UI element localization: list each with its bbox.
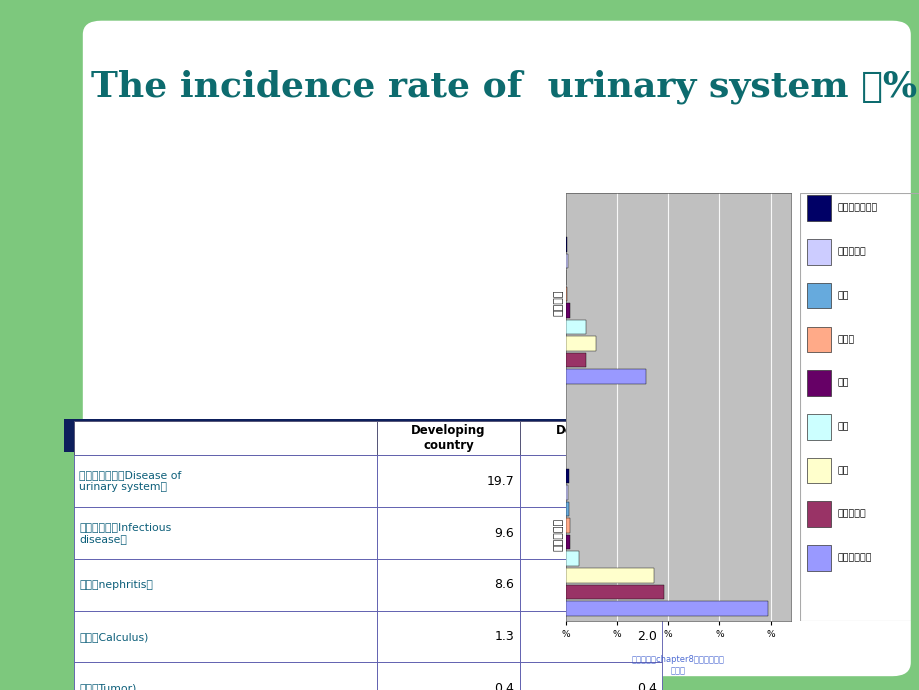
Bar xyxy=(74,662,377,690)
Bar xyxy=(377,662,519,690)
Bar xyxy=(565,254,567,268)
Bar xyxy=(519,421,662,455)
Text: 2.0: 2.0 xyxy=(636,526,656,540)
Text: 结石（Calculus): 结石（Calculus) xyxy=(79,631,148,642)
Bar xyxy=(565,535,569,549)
Bar xyxy=(519,559,662,611)
Bar xyxy=(565,551,578,566)
Text: 0.4: 0.4 xyxy=(636,682,656,690)
Bar xyxy=(565,369,645,384)
Text: 泌尿系感染（Infectious
disease）: 泌尿系感染（Infectious disease） xyxy=(79,522,171,544)
Bar xyxy=(565,485,567,500)
Text: 肿瘤（Tumor): 肿瘤（Tumor) xyxy=(79,683,136,690)
Text: 19.7: 19.7 xyxy=(486,475,514,488)
Bar xyxy=(377,507,519,559)
Text: 糖尿病肾病: 糖尿病肾病 xyxy=(837,248,866,257)
Text: 2.0: 2.0 xyxy=(636,630,656,643)
Bar xyxy=(806,502,830,527)
Text: 2.9: 2.9 xyxy=(637,578,656,591)
Text: 泌尿系统疾病（Disease of
urinary system）: 泌尿系统疾病（Disease of urinary system） xyxy=(79,471,181,492)
Bar xyxy=(565,518,569,533)
Bar xyxy=(565,287,566,302)
Bar xyxy=(565,469,568,483)
Text: 1.3: 1.3 xyxy=(494,630,514,643)
Bar xyxy=(377,611,519,662)
Bar xyxy=(377,559,519,611)
Text: 泌尿系感染: 泌尿系感染 xyxy=(837,510,866,519)
Bar xyxy=(519,455,662,507)
Bar xyxy=(806,283,830,308)
Bar xyxy=(377,421,519,455)
Text: 9.6: 9.6 xyxy=(494,526,514,540)
Text: 0.4: 0.4 xyxy=(494,682,514,690)
Bar xyxy=(565,353,585,368)
Text: 8.6: 8.6 xyxy=(494,578,514,591)
Bar xyxy=(565,568,653,582)
Bar xyxy=(565,502,568,516)
Bar xyxy=(74,559,377,611)
Text: Developed
country: Developed country xyxy=(555,424,626,452)
Bar xyxy=(806,239,830,265)
Bar xyxy=(565,336,595,351)
Text: 结核: 结核 xyxy=(837,291,848,300)
Bar xyxy=(74,507,377,559)
Text: 肿瘤: 肿瘤 xyxy=(837,379,848,388)
Text: Developing
country: Developing country xyxy=(411,424,485,452)
Bar xyxy=(806,457,830,484)
Text: 肾炎: 肾炎 xyxy=(837,466,848,475)
Bar xyxy=(806,545,830,571)
Text: 泌尿系统疾病: 泌尿系统疾病 xyxy=(837,553,871,562)
Bar xyxy=(565,584,664,599)
Bar xyxy=(565,601,766,615)
Text: 生理学英文chapter8尿的生成和排
出课件: 生理学英文chapter8尿的生成和排 出课件 xyxy=(631,656,724,675)
Bar xyxy=(806,195,830,221)
Bar xyxy=(74,421,377,455)
Text: 肾炎（nephritis）: 肾炎（nephritis） xyxy=(79,580,153,590)
Bar xyxy=(806,326,830,352)
Text: 7.8: 7.8 xyxy=(636,475,656,488)
Bar xyxy=(64,419,726,452)
Bar xyxy=(74,455,377,507)
Bar xyxy=(565,319,585,335)
Bar xyxy=(565,304,569,318)
Bar xyxy=(806,414,830,440)
Bar xyxy=(565,237,566,252)
Text: 多囊肾: 多囊肾 xyxy=(837,335,854,344)
Bar xyxy=(519,662,662,690)
Bar xyxy=(806,371,830,396)
Text: 结石: 结石 xyxy=(837,422,848,431)
Text: 慢性肾功能不全: 慢性肾功能不全 xyxy=(837,204,877,213)
Bar xyxy=(519,507,662,559)
FancyBboxPatch shape xyxy=(83,21,910,676)
Text: The incidence rate of  urinary system （%）: The incidence rate of urinary system （%） xyxy=(91,69,919,104)
Bar xyxy=(377,455,519,507)
Bar xyxy=(519,611,662,662)
Bar xyxy=(74,611,377,662)
